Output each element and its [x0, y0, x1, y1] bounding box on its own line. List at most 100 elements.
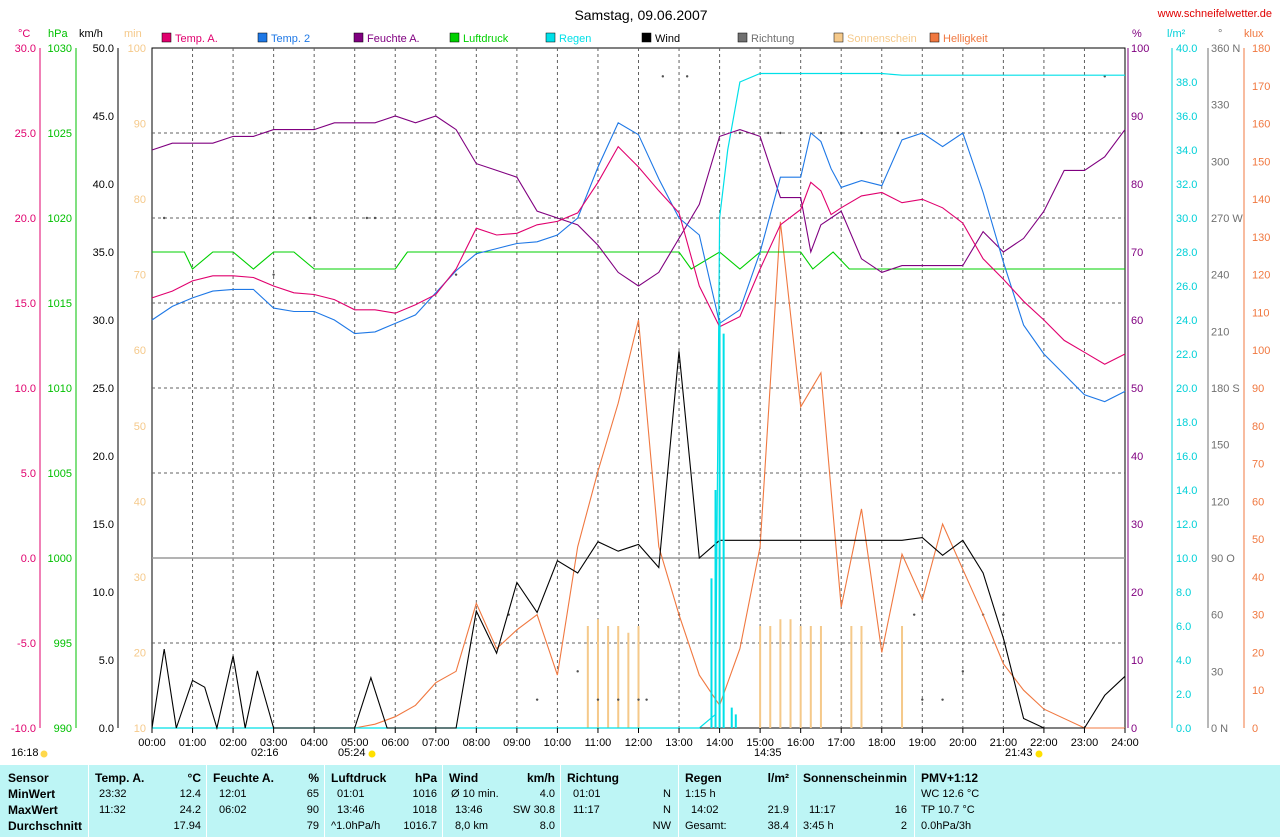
rain-axis-tick: 4.0: [1176, 655, 1191, 667]
stats-wind-min-label: Ø 10 min.: [451, 788, 499, 800]
x-tick-label: 12:00: [625, 737, 653, 749]
light-axis-tick: 20: [1252, 647, 1264, 659]
stats-rain-unit: l/m²: [767, 771, 789, 785]
stats-sunshine-header: Sonnenschein: [803, 771, 886, 785]
x-tick-label: 03:00: [260, 737, 288, 749]
pressure-axis-tick: 1005: [48, 468, 72, 480]
wind-axis-tick: 20.0: [93, 451, 114, 463]
light-axis-tick: 130: [1252, 232, 1270, 244]
stats-wind-min: 4.0: [539, 788, 555, 800]
unit-humidity: %: [1132, 28, 1142, 40]
temp-axis-tick: 10.0: [15, 383, 36, 395]
rain-axis-tick: 24.0: [1176, 315, 1197, 327]
moon-left-icon: [40, 750, 48, 758]
wind-axis-tick: 35.0: [93, 247, 114, 259]
stats-pressure-unit: hPa: [414, 771, 437, 785]
stats-temp-header: Temp. A.: [95, 771, 145, 785]
series-lines: [151, 72, 1126, 731]
stats-pressure-trend: ^1.0hPa/h: [331, 820, 381, 832]
sunrise-icon: [368, 750, 376, 758]
legend-swatch: [353, 32, 364, 43]
x-tick-label: 13:00: [665, 737, 693, 749]
stats-wind-max: SW 30.8: [512, 804, 555, 816]
rain-axis-tick: 20.0: [1176, 383, 1197, 395]
x-tick-label: 23:00: [1071, 737, 1099, 749]
stats-sunshine-max-time: 11:17: [809, 804, 836, 816]
direction-dot: [860, 131, 863, 135]
direction-axis-tick: 270 W: [1211, 213, 1243, 225]
rain-axis-tick: 12.0: [1176, 519, 1197, 531]
sunshine-bars: [586, 619, 904, 728]
stats-rain-duration: 1:15 h: [685, 788, 716, 800]
direction-axis-tick: 150: [1211, 440, 1229, 452]
humidity-axis-tick: 50: [1131, 383, 1143, 395]
direction-dot: [1002, 613, 1005, 616]
x-tick-label: 19:00: [909, 737, 937, 749]
stats-wind-avg: 8.0: [539, 820, 555, 832]
stats-direction-avg: NW: [652, 820, 671, 832]
light-axis-tick: 180: [1252, 43, 1270, 55]
direction-axis-tick: 210: [1211, 326, 1229, 338]
direction-axis-tick: 60: [1211, 610, 1223, 622]
stats-humidity-avg: 79: [306, 820, 319, 832]
direction-dot: [661, 75, 665, 78]
light-axis-tick: 90: [1252, 383, 1264, 395]
unit-pressure: hPa: [48, 28, 68, 40]
x-tick-label: 04:00: [300, 737, 328, 749]
sun-axis-tick: 70: [134, 270, 146, 282]
series-feuchte-a: [151, 115, 1126, 287]
stats-humidity-col: Feuchte A. % 12:01 65 06:02 90 79: [206, 765, 325, 837]
unit-light: klux: [1244, 28, 1264, 40]
legend-label: Temp. A.: [175, 33, 218, 45]
temp-axis-tick: 25.0: [15, 128, 36, 140]
sun-axis-tick: 30: [134, 572, 146, 584]
direction-axis-tick: 360 N: [1211, 43, 1240, 55]
temp-axis-tick: 5.0: [21, 468, 36, 480]
direction-axis-tick: 120: [1211, 496, 1229, 508]
series-wind: [151, 351, 1126, 731]
direction-dot: [272, 273, 275, 276]
series-regen: [152, 72, 1125, 729]
rain-axis-tick: 26.0: [1176, 281, 1197, 293]
site-link[interactable]: www.schneifelwetter.de: [1157, 8, 1272, 20]
legend-swatch: [641, 32, 652, 43]
direction-dot: [840, 131, 843, 135]
legend-label: Helligkeit: [943, 33, 988, 45]
stats-pmv-tp: TP 10.7 °C: [921, 804, 975, 816]
direction-dot: [685, 75, 689, 78]
pressure-axis-tick: 1025: [48, 128, 72, 140]
light-axis-tick: 30: [1252, 610, 1264, 622]
pressure-axis-tick: 990: [54, 723, 72, 735]
legend-swatch: [449, 32, 460, 43]
wind-axis-tick: 25.0: [93, 383, 114, 395]
light-axis-tick: 140: [1252, 194, 1270, 206]
stats-direction-max: N: [663, 804, 671, 816]
x-tick-label: 08:00: [463, 737, 491, 749]
light-axis-tick: 80: [1252, 421, 1264, 433]
stats-sunshine-total: 3:45 h: [803, 820, 834, 832]
temp-axis-tick: 0.0: [21, 553, 36, 565]
direction-axis-tick: 0 N: [1211, 723, 1228, 735]
stats-humidity-max: 90: [306, 804, 319, 816]
x-axis: 00:00 01:00 02:00 03:00 04:00 05:00 06:00 07:00…: [138, 728, 1139, 749]
stats-temp-max-time: 11:32: [99, 804, 126, 816]
legend-label: Feuchte A.: [367, 33, 420, 45]
x-tick-label: 15:00: [746, 737, 774, 749]
direction-dot: [365, 216, 369, 220]
direction-axis-tick: 330: [1211, 100, 1229, 112]
humidity-axis-tick: 100: [1131, 43, 1149, 55]
series-helligkeit: [152, 221, 1125, 729]
wind-axis-tick: 10.0: [93, 587, 114, 599]
sun-axis-tick: 20: [134, 647, 146, 659]
direction-dot: [912, 613, 916, 616]
stats-temp-avg: 17.94: [173, 820, 201, 832]
humidity-axis-tick: 40: [1131, 451, 1143, 463]
humidity-axis-tick: 90: [1131, 111, 1143, 123]
temp-axis-tick: -5.0: [17, 638, 36, 650]
rain-axis-tick: 38.0: [1176, 77, 1197, 89]
stats-pressure-max: 1018: [412, 804, 437, 816]
stats-wind-header: Wind: [449, 771, 479, 785]
stats-temp-min-time: 23:32: [99, 788, 127, 800]
temp-axis-tick: 15.0: [15, 298, 36, 310]
direction-dot: [961, 670, 965, 673]
